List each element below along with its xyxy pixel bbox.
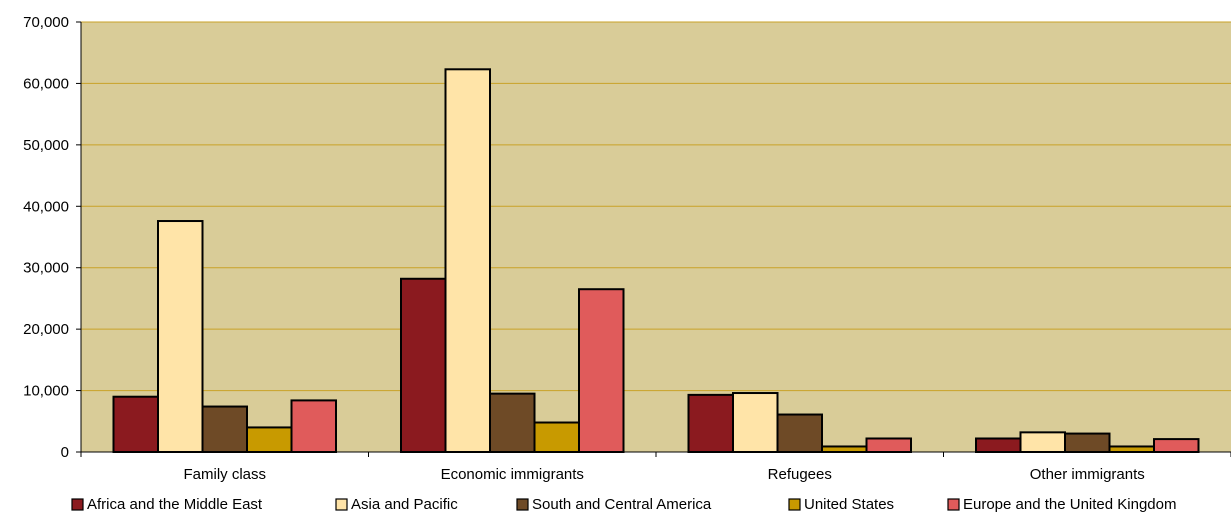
y-tick-label: 60,000: [23, 75, 69, 92]
bar: [821, 445, 868, 454]
legend: Africa and the Middle East Asia and Pacif…: [71, 496, 1176, 513]
bar: [1153, 438, 1200, 454]
bars: [112, 68, 1200, 454]
bar: [290, 399, 337, 453]
y-tick-label: 50,000: [23, 137, 69, 154]
legend-swatch: [788, 498, 801, 511]
bar: [246, 426, 293, 453]
bar: [201, 405, 248, 453]
bar: [1019, 431, 1066, 454]
legend-item: Asia and Pacific: [335, 496, 458, 513]
legend-item: United States: [788, 496, 894, 513]
bar: [1108, 445, 1155, 454]
bar: [489, 392, 536, 453]
y-tick-label: 30,000: [23, 260, 69, 277]
x-tick-label: Economic immigrants: [441, 466, 584, 483]
x-tick-label: Other immigrants: [1030, 466, 1145, 483]
y-tick-label: 20,000: [23, 321, 69, 338]
y-tick-label: 40,000: [23, 198, 69, 215]
bar: [533, 421, 580, 453]
bar: [687, 393, 734, 453]
y-tick-label: 10,000: [23, 383, 69, 400]
bar: [578, 288, 625, 454]
y-tick-label: 70,000: [23, 14, 69, 31]
legend-label: South and Central America: [532, 496, 712, 513]
legend-label: Asia and Pacific: [351, 496, 458, 513]
bar: [112, 395, 159, 454]
legend-item: Africa and the Middle East: [71, 496, 263, 513]
plot-area: [81, 22, 1231, 452]
y-axis-ticks: 0 10,000 20,000 30,000 40,000 50,000 60,000 70,…: [23, 14, 81, 461]
legend-item: Europe and the United Kingdom: [947, 496, 1176, 513]
x-axis-ticks: Family class Economic immigrants Refugees O…: [80, 452, 1231, 483]
bar: [400, 277, 447, 453]
bar: [776, 413, 823, 453]
legend-swatch: [335, 498, 348, 511]
legend-swatch: [71, 498, 84, 511]
y-tick-label: 0: [61, 444, 69, 461]
bar: [732, 392, 779, 453]
legend-label: Africa and the Middle East: [87, 496, 263, 513]
gridlines: [81, 21, 1231, 392]
bar: [1064, 432, 1111, 454]
x-tick-label: Family class: [183, 466, 266, 483]
legend-label: Europe and the United Kingdom: [963, 496, 1176, 513]
legend-swatch: [516, 498, 529, 511]
bar: [444, 68, 491, 454]
bar: [865, 437, 912, 454]
bar: [157, 220, 204, 453]
x-tick-label: Refugees: [768, 466, 832, 483]
legend-label: United States: [804, 496, 894, 513]
legend-item: South and Central America: [516, 496, 712, 513]
bar: [975, 437, 1022, 454]
legend-swatch: [947, 498, 960, 511]
